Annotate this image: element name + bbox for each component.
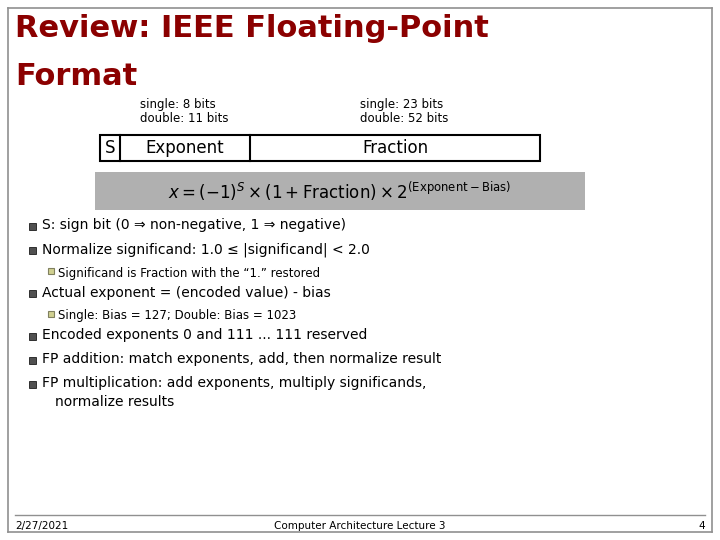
Bar	[29, 247, 36, 254]
Text: FP multiplication: add exponents, multiply significands,: FP multiplication: add exponents, multip…	[42, 376, 426, 390]
Text: S: S	[104, 139, 115, 157]
Bar	[29, 357, 36, 364]
Text: 4: 4	[698, 521, 705, 531]
Text: Fraction: Fraction	[362, 139, 428, 157]
Text: 2/27/2021: 2/27/2021	[15, 521, 68, 531]
Bar	[100, 135, 540, 161]
Bar	[29, 381, 36, 388]
Text: Actual exponent = (encoded value) - bias: Actual exponent = (encoded value) - bias	[42, 286, 330, 300]
Bar	[29, 333, 36, 340]
Text: Normalize significand: 1.0 ≤ |significand| < 2.0: Normalize significand: 1.0 ≤ |significan…	[42, 242, 370, 256]
Text: FP addition: match exponents, add, then normalize result: FP addition: match exponents, add, then …	[42, 353, 441, 367]
Text: $x = (-1)^S \times (1 + \mathrm{Fraction}) \times 2^{(\mathrm{Exponent-Bias})}$: $x = (-1)^S \times (1 + \mathrm{Fraction…	[168, 179, 512, 202]
Text: Review: IEEE Floating-Point: Review: IEEE Floating-Point	[15, 14, 489, 43]
Text: Format: Format	[15, 62, 138, 91]
Text: normalize results: normalize results	[55, 395, 174, 408]
Text: Computer Architecture Lecture 3: Computer Architecture Lecture 3	[274, 521, 446, 531]
Text: S: sign bit (0 ⇒ non-negative, 1 ⇒ negative): S: sign bit (0 ⇒ non-negative, 1 ⇒ negat…	[42, 219, 346, 233]
Text: double: 52 bits: double: 52 bits	[360, 112, 449, 125]
Text: single: 23 bits: single: 23 bits	[360, 98, 444, 111]
Bar	[48, 268, 54, 274]
Text: Single: Bias = 127; Double: Bias = 1023: Single: Bias = 127; Double: Bias = 1023	[58, 309, 296, 322]
Text: Significand is Fraction with the “1.” restored: Significand is Fraction with the “1.” re…	[58, 267, 320, 280]
Bar	[29, 290, 36, 297]
Text: single: 8 bits: single: 8 bits	[140, 98, 216, 111]
Bar	[48, 311, 54, 317]
Text: double: 11 bits: double: 11 bits	[140, 112, 228, 125]
Bar	[29, 223, 36, 230]
Bar	[95, 172, 585, 210]
Text: Exponent: Exponent	[145, 139, 225, 157]
Text: Encoded exponents 0 and 111 ... 111 reserved: Encoded exponents 0 and 111 ... 111 rese…	[42, 328, 367, 342]
